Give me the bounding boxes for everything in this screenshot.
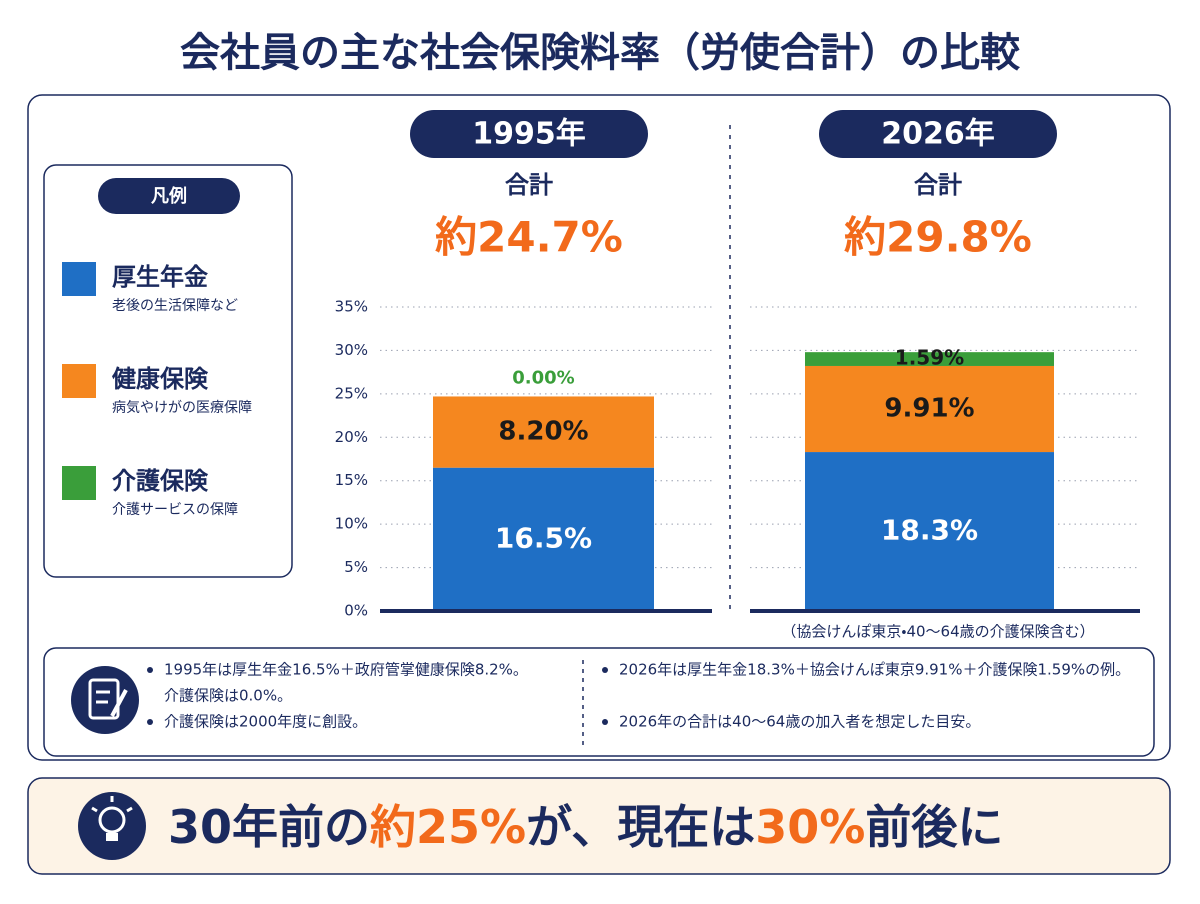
y-tick-label: 5% [344,558,368,576]
total-label: 約24.7% [435,213,623,262]
category-label: 1995年 [472,117,586,152]
banner-segment: 30% [755,800,865,854]
bar-segment [805,365,1054,453]
bar-segment [433,467,654,611]
title: 会社員の主な社会保険料率（労使合計）の比較 [180,30,1021,76]
banner-icon-base [106,833,118,841]
legend-swatch [62,364,96,398]
banner-segment: 30年前の [168,800,370,854]
legend-pill [98,178,240,214]
note-text: 介護保険は2000年度に創設。 [164,713,367,731]
value-label: 9.91% [884,394,974,424]
total-label: 約29.8% [844,213,1032,262]
y-tick-label: 35% [335,298,368,316]
note-text: 2026年は厚生年金18.3%＋協会けんぽ東京9.91%＋介護保険1.59%の例… [619,661,1130,679]
banner-icon [78,792,146,860]
banner-box [27,777,1171,875]
legend-swatch [62,466,96,500]
y-tick-label: 20% [335,428,368,446]
notes-icon [71,666,139,734]
bar-segment [805,352,1054,366]
note-text: 介護保険は0.0%。 [164,687,292,705]
main-frame [27,94,1171,761]
value-label: 18.3% [881,514,978,547]
value-label: 1.59% [895,346,964,370]
y-tick-label: 0% [344,602,368,620]
legend-description: 病気やけがの医療保障 [112,399,252,416]
bar-segment [805,452,1054,611]
banner-icon-ray [126,806,133,813]
notes-icon-pen [110,689,128,717]
category-pill [410,110,648,158]
banner-segment: が、現在は [526,800,755,854]
legend-swatch [62,262,96,296]
note-text: 2026年の合計は40～64歳の加入者を想定した目安。 [619,713,980,731]
legend-label: 厚生年金 [112,263,208,291]
value-label: 8.20% [498,417,588,447]
y-tick-label: 25% [335,384,368,402]
category-label: 2026年 [881,117,995,152]
total-caption: 合計 [914,171,962,199]
value-label: 16.5% [495,521,592,554]
value-label: 0.00% [512,367,574,388]
legend-label: 介護保険 [112,467,209,495]
bullet [147,667,153,673]
banner-icon-ray [91,806,98,813]
legend-description: 老後の生活保障など [112,298,238,314]
legend-label: 健康保険 [111,365,209,393]
bullet [147,719,153,725]
legend-description: 介護サービスの保障 [112,502,238,518]
notes-icon-clipboard [88,678,120,720]
y-tick-label: 10% [335,515,368,533]
bar-segment [433,396,654,468]
bullet [602,719,608,725]
banner-segment: 前後 [865,800,958,854]
y-tick-label: 15% [335,471,368,489]
notes-box [43,647,1155,757]
banner-segment: 約25% [370,800,526,854]
category-note: （協会けんぽ東京・40～64歳の介護保険含む） [781,623,1094,641]
category-pill [819,110,1057,158]
y-tick-label: 30% [335,341,368,359]
legend-title: 凡例 [151,185,187,207]
legend-box [43,164,293,578]
banner-icon-bulb [98,806,126,834]
banner-segment: に [957,800,1003,854]
bullet [602,667,608,673]
note-text: 1995年は厚生年金16.5%＋政府管掌健康保険8.2%。 [164,661,528,679]
total-caption: 合計 [505,171,553,199]
banner-text: 30年前の約25%が、現在は30%前後に [168,800,1003,854]
